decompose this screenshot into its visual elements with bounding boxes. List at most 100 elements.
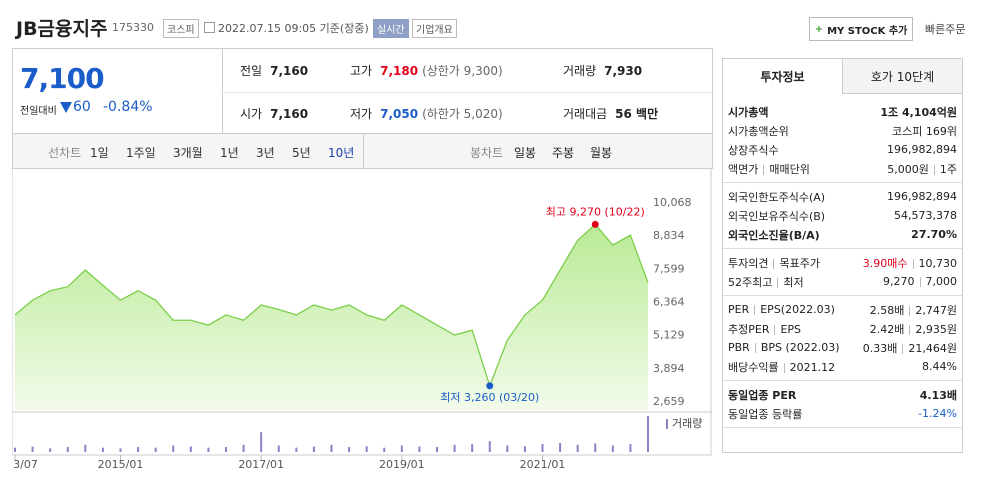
info-label-part: 투자의견 [728, 256, 769, 270]
info-label-part: 2021.12 [789, 360, 836, 374]
line-tab[interactable]: 5년 [292, 146, 311, 160]
info-value: 8.44% [922, 360, 957, 373]
volume-bar [172, 445, 175, 452]
info-tab[interactable]: 호가 10단계 [842, 59, 962, 94]
line-tab[interactable]: 1일 [90, 146, 109, 160]
change: 60 [73, 99, 91, 115]
volume-bar [49, 448, 52, 452]
info-group: 동일업종 PER 4.13배 동일업종 등락률 -1.24% [723, 381, 962, 428]
mystock-button[interactable]: + MY STOCK 추가 [809, 17, 913, 41]
line-tab-label: 선차트 [48, 146, 82, 160]
info-group: 투자의견 목표주가 3.90매수 10,730 52주최고 최저 9,270 7,000 [723, 249, 962, 296]
info-value-part: 10,730 [918, 256, 958, 270]
info-group: 시가총액 1조 4,104억원 시가총액순위 코스피 169위 상장주식수 196,982… [723, 98, 962, 183]
title: JB금융지주 [16, 18, 108, 40]
quote-item-label: 저가 [350, 107, 373, 121]
volume-bar [312, 446, 315, 452]
info-value: 0.33배 21,464원 [863, 340, 957, 356]
info-label-part: 외국인보유주식수(B) [728, 209, 826, 223]
volume-bar [295, 447, 298, 452]
change-label: 전일대비 [20, 106, 57, 117]
line-tab[interactable]: 3년 [256, 146, 275, 160]
info-value-part: 8.44% [922, 360, 957, 373]
y-tick-label: 10,068 [653, 196, 692, 209]
info-row: 추정PER EPS 2.42배 2,935원 [723, 319, 962, 338]
info-row: 액면가 매매단위 5,000원 1주 [723, 159, 962, 178]
quote-item-value: 7,930 [604, 64, 643, 78]
volume-bar [471, 444, 474, 452]
company-info[interactable]: 기업개요 [412, 19, 457, 38]
info-group: 외국인한도주식수(A) 196,982,894 외국인보유주식수(B) 54,573,… [723, 183, 962, 249]
info-label-part: 52주최고 [728, 275, 773, 289]
info-value: 4.13배 [920, 387, 957, 403]
volume-bar [576, 444, 579, 452]
info-value-part: 54,573,378 [894, 209, 957, 222]
volume-bar [629, 444, 632, 452]
info-label-part: 매매단위 [769, 162, 810, 176]
y-tick-label: 2,659 [653, 395, 685, 408]
plus-icon: + [814, 23, 824, 35]
volume-bar [207, 447, 210, 452]
quote-box [12, 48, 713, 134]
calendar-icon [204, 22, 215, 33]
info-label-part: PER [728, 303, 750, 316]
quick-order[interactable]: 빠른주문 [925, 23, 966, 36]
quote-item-note: (상한가 9,300) [422, 64, 503, 78]
annotation-marker [486, 382, 494, 390]
info-label-part: 상장주식수 [728, 143, 779, 157]
separator [754, 343, 756, 353]
quote-item-value: 7,050 [380, 107, 419, 121]
volume-bar [31, 446, 34, 452]
info-label: 동일업종 등락률 [728, 406, 802, 422]
quote-divider [222, 48, 223, 133]
separator [754, 305, 756, 315]
info-value-part: 2.42배 [869, 322, 905, 336]
annotation-label: 최저 3,260 (03/20) [440, 391, 539, 404]
separator [909, 305, 911, 316]
volume-bar [400, 445, 403, 452]
line-tab[interactable]: 3개월 [173, 146, 203, 160]
quote-item-note: (하한가 5,020) [422, 107, 503, 121]
info-value: 196,982,894 [887, 190, 957, 203]
info-value-part: 2.58배 [869, 303, 905, 317]
info-label-part: 외국인한도주식수(A) [728, 190, 826, 204]
volume-bar [84, 444, 87, 452]
line-tab[interactable]: 1년 [220, 146, 239, 160]
y-tick-label: 7,599 [653, 262, 685, 275]
info-value: 2.58배 2,747원 [870, 302, 957, 318]
x-tick-label: 2021/01 [520, 458, 566, 471]
quote-item-label: 시가 [240, 107, 263, 121]
info-value: 54,573,378 [894, 209, 957, 222]
info-tab[interactable]: 투자정보 [760, 70, 805, 84]
volume-bar [647, 416, 649, 452]
quote-item-value: 7,160 [270, 64, 309, 78]
info-row: 외국인보유주식수(B) 54,573,378 [723, 206, 962, 225]
line-tab[interactable]: 10년 [328, 146, 355, 160]
info-label-part: 최저 [783, 275, 804, 289]
info-row: PER EPS(2022.03) 2.58배 2,747원 [723, 300, 962, 319]
info-value-part: 2,747원 [915, 303, 957, 317]
volume-bar [137, 446, 140, 452]
chart: 2,659 3,894 5,129 6,364 7,599 8,834 10,068 최고 9… [12, 168, 712, 471]
info-value-part: -1.24% [918, 407, 957, 420]
separator [777, 277, 779, 288]
info-label: 시가총액순위 [728, 123, 789, 139]
legend-label: 거래량 [672, 417, 702, 430]
quote-item: 전일 7,160 [240, 62, 308, 79]
separator [774, 324, 776, 335]
info-group: PER EPS(2022.03) 2.58배 2,747원 추정PER EPS 2.42배 2… [723, 296, 962, 381]
candle-tab[interactable]: 일봉 [514, 146, 537, 160]
info-value-part: 27.70% [911, 228, 957, 241]
quote-item: 거래량 7,930 [563, 62, 642, 79]
candle-tab[interactable]: 월봉 [590, 146, 613, 160]
info-label: 추정PER EPS [728, 321, 801, 337]
info-value: 1조 4,104억원 [880, 104, 957, 120]
candle-tab[interactable]: 주봉 [552, 146, 575, 160]
quote-item: 거래대금 56 백만 [563, 105, 658, 122]
info-tabs: 투자정보 호가 10단계 [723, 59, 962, 94]
info-label-part: PBR [728, 341, 750, 354]
volume-bar [436, 446, 438, 452]
line-tab[interactable]: 1주일 [126, 146, 156, 160]
volume-bar [101, 447, 104, 452]
volume-bar [506, 445, 509, 452]
